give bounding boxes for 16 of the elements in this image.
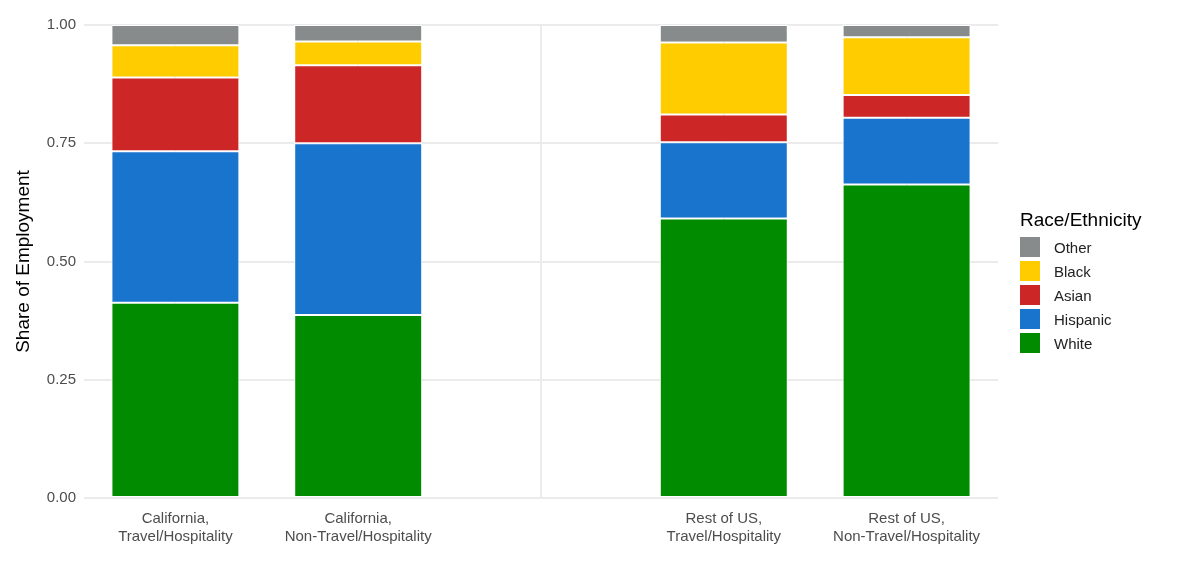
legend-label: White [1054,334,1093,352]
y-tick-label: 0.50 [46,251,76,269]
x-tick-label: California, Non-Travel/Hospitality [284,509,433,545]
x-tick-label: California, Travel/Hospitality [118,509,234,545]
y-tick-label: 0.75 [46,133,76,151]
y-tick-label: 0.00 [46,488,76,506]
y-axis-title: Share of Employment [11,169,33,353]
legend-title: Race/Ethnicity [1020,209,1143,231]
y-tick-label: 1.00 [46,15,76,33]
y-tick-label: 0.25 [46,369,76,387]
legend-label: Hispanic [1054,310,1112,328]
x-tick-label: Rest of US, Non-Travel/Hospitality [833,509,981,545]
legend-label: Other [1054,238,1092,256]
x-tick-label: Rest of US, Travel/Hospitality [666,509,782,545]
legend-label: Black [1054,262,1091,280]
legend-label: Asian [1054,286,1092,304]
